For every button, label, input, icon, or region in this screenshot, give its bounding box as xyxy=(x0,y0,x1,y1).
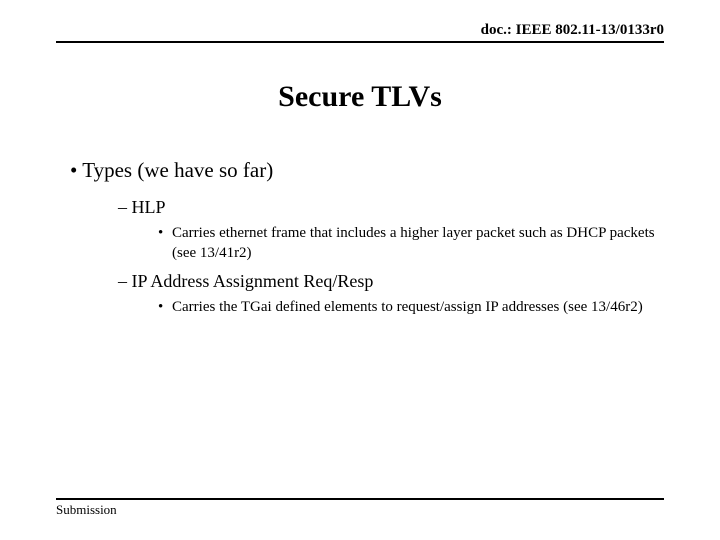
bullet-text: Carries ethernet frame that includes a h… xyxy=(172,225,655,261)
bullet-level2: HLP xyxy=(118,197,664,218)
doc-reference: doc.: IEEE 802.11-13/0133r0 xyxy=(481,22,664,38)
bullet-text: HLP xyxy=(132,197,166,217)
bullet-level3: Carries ethernet frame that includes a h… xyxy=(158,224,664,263)
footer-rule: Submission xyxy=(56,498,664,518)
slide-body: Types (we have so far) HLP Carries ether… xyxy=(70,158,664,326)
bullet-text: IP Address Assignment Req/Resp xyxy=(132,271,374,291)
bullet-level3: Carries the TGai defined elements to req… xyxy=(158,298,664,318)
bullet-level2: IP Address Assignment Req/Resp xyxy=(118,271,664,292)
bullet-text: Types (we have so far) xyxy=(82,158,273,182)
header-rule: doc.: IEEE 802.11-13/0133r0 xyxy=(56,22,664,43)
bullet-level1: Types (we have so far) xyxy=(70,158,664,183)
footer-label: Submission xyxy=(56,502,117,517)
bullet-text: Carries the TGai defined elements to req… xyxy=(172,299,643,315)
slide-title: Secure TLVs xyxy=(0,80,720,114)
